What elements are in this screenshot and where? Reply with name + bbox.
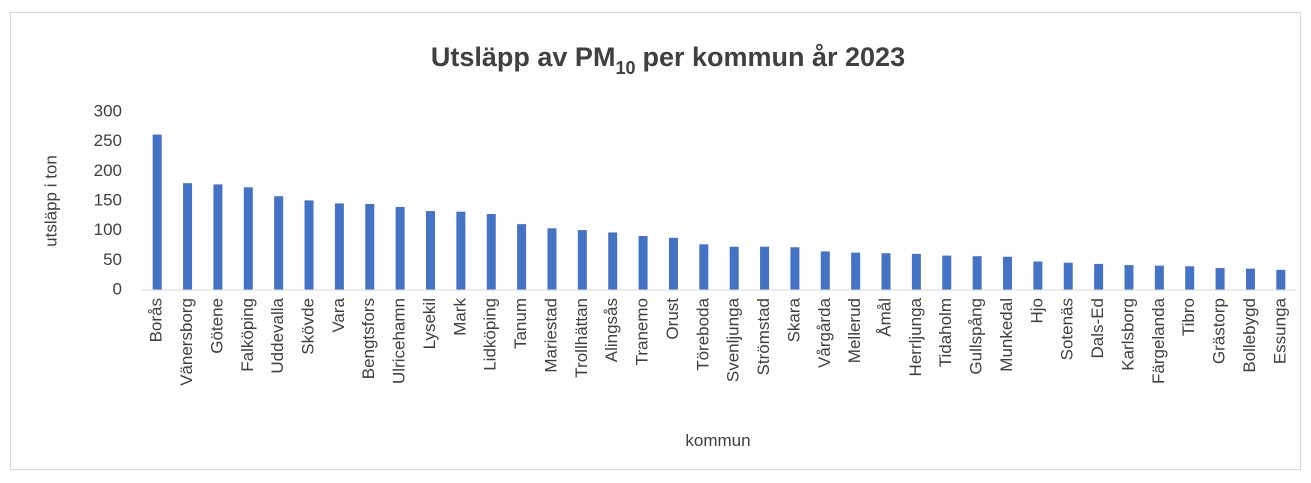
x-tick-label: Götene [207, 298, 226, 354]
bar [1124, 265, 1134, 290]
bar [1003, 256, 1012, 290]
bar [820, 251, 830, 290]
bar [790, 247, 800, 290]
title-rest: per kommun år 2023 [642, 42, 905, 72]
chart-border [10, 12, 1301, 470]
y-axis-label: utsläpp i ton [41, 155, 60, 247]
x-tick-label: Hjo [1027, 298, 1046, 324]
y-tick-label: 0 [113, 279, 122, 298]
x-tick-label: Gullspång [967, 298, 986, 375]
x-tick-label: Alingsås [602, 298, 621, 362]
chart-title: Utsläpp av PM10 per kommun år 2023 [431, 42, 905, 78]
x-tick-label: Uddevalla [268, 297, 287, 373]
bar [1094, 263, 1104, 290]
bar [881, 253, 891, 290]
x-tick-label: Borås [147, 298, 166, 342]
bar [608, 232, 618, 290]
x-tick-label: Tidaholm [936, 298, 955, 367]
bar [547, 228, 557, 290]
x-tick-label: Mariestad [541, 298, 560, 373]
x-tick-label: Åmål [876, 298, 895, 337]
bar [243, 187, 253, 290]
bar [456, 211, 466, 290]
x-axis-label: kommun [685, 431, 750, 450]
x-tick-label: Trollhättan [572, 298, 591, 378]
x-tick-label: Töreboda [693, 297, 712, 370]
x-tick-label: Tanum [511, 298, 530, 349]
bar [911, 253, 921, 290]
x-tick-label: Lidköping [481, 298, 500, 371]
x-tick-label: Skövde [299, 298, 318, 355]
x-tick-label: Lysekil [420, 298, 439, 349]
bar [1154, 265, 1164, 290]
bar [152, 134, 162, 290]
x-tick-label: Herrljunga [906, 297, 925, 376]
bar [183, 183, 193, 290]
x-tick-label: Essunga [1270, 297, 1289, 364]
bar [395, 206, 405, 290]
x-tick-label: Sotenäs [1058, 298, 1077, 360]
bar [638, 236, 648, 290]
bar [1245, 268, 1255, 290]
bar [486, 214, 496, 290]
x-tick-label: Falköping [238, 298, 257, 372]
y-tick-label: 150 [94, 190, 122, 209]
x-tick-label: Dals-Ed [1088, 298, 1107, 358]
bar [304, 200, 314, 290]
x-tick-label: Vårgårda [815, 297, 834, 367]
bar [972, 256, 982, 290]
x-tick-label: Mark [450, 298, 469, 336]
bar [577, 230, 587, 290]
y-tick-label: 300 [94, 101, 122, 120]
x-tick-label: Mellerud [845, 298, 864, 363]
bar [274, 196, 284, 290]
x-tick-label: Bollebygd [1240, 298, 1259, 373]
bar [365, 203, 375, 290]
title-main: Utsläpp av PM [431, 42, 616, 72]
x-tick-label: Svenljunga [724, 297, 743, 382]
bar [1063, 262, 1073, 290]
x-tick-label: Strömstad [754, 298, 773, 375]
bar [851, 252, 861, 290]
bar [1276, 269, 1286, 290]
x-tick-label: Ulricehamn [390, 298, 409, 384]
bar [1033, 261, 1043, 290]
bar [668, 237, 678, 290]
x-tick-label: Färgelanda [1149, 297, 1168, 384]
x-tick-label: Tibro [1179, 298, 1198, 336]
title-subscript: 10 [615, 58, 635, 78]
y-tick-label: 100 [94, 220, 122, 239]
bar [1215, 268, 1225, 290]
bar [699, 244, 709, 290]
bar [942, 255, 952, 290]
x-tick-label: Tranemo [633, 298, 652, 365]
x-tick-label: Karlsborg [1118, 298, 1137, 371]
x-tick-label: Vänersborg [177, 298, 196, 386]
x-tick-label: Skara [784, 297, 803, 342]
bar [213, 184, 223, 290]
bar [334, 203, 344, 290]
bar [729, 246, 739, 290]
bar [760, 246, 770, 290]
y-tick-label: 50 [103, 250, 122, 269]
y-tick-label: 200 [94, 161, 122, 180]
bar [1185, 266, 1195, 290]
x-tick-label: Bengtsfors [359, 298, 378, 379]
x-tick-label: Orust [663, 298, 682, 340]
x-tick-label: Munkedal [997, 298, 1016, 372]
x-tick-label: Grästorp [1210, 298, 1229, 364]
bar [426, 211, 435, 290]
bar [517, 224, 527, 290]
x-tick-label: Vara [329, 297, 348, 332]
y-tick-label: 250 [94, 131, 122, 150]
